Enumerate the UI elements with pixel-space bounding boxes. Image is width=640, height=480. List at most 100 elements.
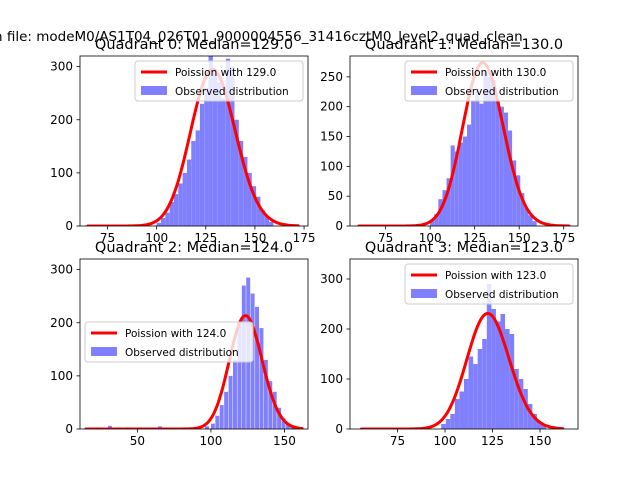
poisson-curve xyxy=(359,312,565,429)
histogram-bar xyxy=(199,103,205,226)
histogram-bar xyxy=(487,76,492,226)
legend: Poission with 129.0 Observed distribution xyxy=(134,60,304,102)
histogram-bar xyxy=(527,404,533,429)
poisson-curve xyxy=(357,61,571,226)
histogram-bar xyxy=(255,306,260,429)
histogram-bar xyxy=(536,421,542,429)
x-tick-label: 75 xyxy=(390,434,405,448)
histogram-bar xyxy=(173,194,179,226)
histogram-bar xyxy=(256,196,261,226)
histogram-bar xyxy=(468,356,474,429)
y-tick-label: 50 xyxy=(328,189,343,203)
x-tick-label: 100 xyxy=(199,434,222,448)
legend-label-poisson: Poission with 123.0 xyxy=(445,270,546,282)
histogram-bar xyxy=(514,369,519,429)
legend-label-poisson: Poission with 124.0 xyxy=(125,328,226,340)
y-tick-label: 100 xyxy=(50,166,73,180)
histogram-bar xyxy=(442,190,447,226)
histogram-bar xyxy=(205,426,210,429)
histogram-bar xyxy=(532,414,537,429)
x-tick-label: 75 xyxy=(378,231,393,245)
histogram-bar xyxy=(445,419,451,429)
legend-bar-swatch xyxy=(411,289,437,298)
legend-label-observed: Observed distribution xyxy=(125,347,239,359)
histogram-bar xyxy=(500,314,506,429)
histogram-bar xyxy=(486,284,492,429)
histogram-bar xyxy=(499,106,504,226)
histogram-bar xyxy=(210,423,215,429)
histogram-bar xyxy=(483,70,488,226)
histogram-bar xyxy=(264,216,270,226)
x-tick-label: 175 xyxy=(293,231,316,245)
histogram-bar xyxy=(237,322,242,429)
histogram-bar xyxy=(238,141,244,226)
histogram-bar xyxy=(464,379,469,429)
legend-box xyxy=(134,60,304,102)
histogram-bar xyxy=(459,391,464,429)
histogram-bar xyxy=(217,82,222,226)
histogram-bar xyxy=(182,172,187,226)
histogram-bar xyxy=(268,381,273,429)
histogram-bar xyxy=(195,130,200,226)
histogram-bar xyxy=(221,98,226,226)
x-tick-label: 125 xyxy=(463,231,486,245)
plot-area xyxy=(359,284,565,429)
histogram-bar xyxy=(277,407,282,429)
histogram-bar xyxy=(467,124,472,226)
legend: Poission with 130.0 Observed distribution xyxy=(404,60,574,102)
histogram-bar xyxy=(269,221,274,226)
y-tick-label: 300 xyxy=(50,263,73,277)
legend-bar-swatch xyxy=(141,86,167,95)
y-tick-label: 150 xyxy=(320,130,343,144)
histogram-bar xyxy=(285,423,290,429)
y-tick-label: 0 xyxy=(335,422,343,436)
y-tick-label: 100 xyxy=(50,369,73,383)
legend-label-observed: Observed distribution xyxy=(445,289,559,301)
poisson-curve xyxy=(84,314,304,429)
histogram-bar xyxy=(160,218,166,226)
histogram-bar xyxy=(434,214,439,226)
y-tick-label: 0 xyxy=(65,422,73,436)
histogram-bar xyxy=(450,414,455,429)
x-tick-label: 150 xyxy=(508,231,531,245)
axes-frame xyxy=(79,55,309,227)
histogram-bar xyxy=(156,222,161,226)
y-tick-label: 200 xyxy=(50,316,73,330)
x-tick-label: 175 xyxy=(552,231,575,245)
histogram-bar xyxy=(495,100,500,226)
histogram-bar xyxy=(507,130,513,226)
histogram-bar xyxy=(430,220,435,226)
axes-frame xyxy=(79,258,309,430)
histogram-bar xyxy=(230,66,235,226)
x-tick-label: 150 xyxy=(243,231,266,245)
histogram-bar xyxy=(215,415,220,429)
legend-box xyxy=(404,263,574,305)
y-tick-label: 200 xyxy=(320,322,343,336)
histogram-bar xyxy=(528,215,533,226)
x-tick-label: 125 xyxy=(194,231,217,245)
histogram-bar xyxy=(191,141,196,226)
x-tick-label: 100 xyxy=(145,231,168,245)
x-tick-label: 100 xyxy=(419,231,442,245)
histogram-bar xyxy=(505,329,510,429)
histogram-bar xyxy=(491,79,496,226)
histogram-bar xyxy=(441,424,446,429)
histogram-bar xyxy=(107,425,112,429)
histogram-bar xyxy=(169,202,174,226)
histogram-bar xyxy=(247,172,252,226)
histogram-bar xyxy=(186,159,192,226)
legend: Poission with 123.0 Observed distribution xyxy=(404,263,574,305)
histogram-bar xyxy=(458,142,463,226)
histogram-bar xyxy=(512,160,517,226)
histogram-bar xyxy=(541,425,547,429)
histogram-bar xyxy=(251,186,257,226)
legend-label-poisson: Poission with 130.0 xyxy=(445,67,546,79)
y-tick-label: 200 xyxy=(50,113,73,127)
histogram-bar xyxy=(462,136,468,226)
histogram-bar xyxy=(523,389,528,429)
panel-title: Quadrant 0: Median=129.0 xyxy=(95,37,293,53)
legend-box xyxy=(404,60,574,102)
panel-title: Quadrant 2: Median=124.0 xyxy=(95,240,293,256)
histogram-bar xyxy=(224,391,229,429)
histogram-bar xyxy=(212,69,218,226)
